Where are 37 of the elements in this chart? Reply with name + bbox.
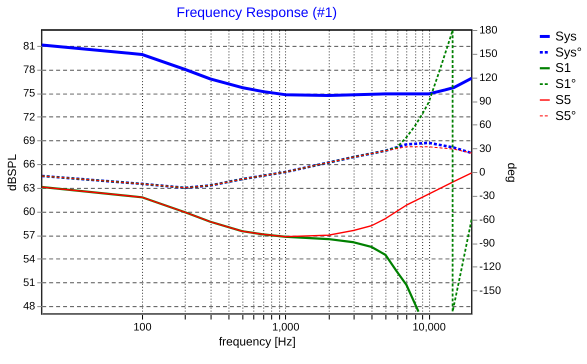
y2-tick-label: 120	[479, 72, 498, 84]
y-tick-label: 60	[23, 206, 36, 218]
y2-tick-label: 60	[479, 119, 492, 132]
y-tick-label: 54	[23, 253, 36, 266]
legend-label: Sys°	[555, 44, 582, 60]
legend-label: Sys	[555, 28, 577, 44]
y-axis-title: dBSPL	[5, 154, 20, 192]
y-tick-label: 63	[23, 182, 36, 194]
y2-tick-label: 0	[479, 166, 486, 179]
y-tick-label: 81	[23, 40, 36, 52]
y2-tick-label: 30	[479, 142, 492, 155]
y-tick-label: 57	[23, 230, 36, 242]
y2-tick-label: 90	[479, 95, 492, 108]
y2-axis-title: deg	[505, 162, 520, 182]
y2-tick-label: -30	[479, 190, 495, 202]
y-tick-label: 69	[23, 134, 36, 147]
y-tick-label: 72	[23, 111, 36, 124]
x-tick-label: 10,000	[412, 321, 446, 334]
legend-label: S1	[555, 60, 572, 76]
x-tick-label: 1,000	[272, 321, 300, 334]
y-tick-label: 51	[23, 276, 36, 289]
y2-tick-label: -120	[479, 261, 502, 274]
legend-label: S5	[555, 92, 572, 107]
y2-tick-label: 150	[479, 48, 498, 60]
y2-tick-label: -150	[479, 284, 502, 297]
y-tick-label: 75	[23, 88, 36, 100]
legend-label: S1°	[555, 76, 576, 92]
y-tick-label: 78	[23, 64, 36, 76]
y2-tick-label: -60	[479, 214, 495, 226]
chart-title: Frequency Response (#1)	[176, 4, 338, 20]
x-axis-title: frequency [Hz]	[218, 334, 296, 348]
y2-tick-label: 180	[479, 24, 498, 36]
legend-label: S5°	[555, 108, 576, 123]
y-tick-label: 48	[23, 300, 36, 313]
x-tick-label: 100	[133, 321, 152, 334]
y2-tick-label: -90	[479, 238, 495, 250]
y-tick-label: 66	[23, 158, 36, 171]
